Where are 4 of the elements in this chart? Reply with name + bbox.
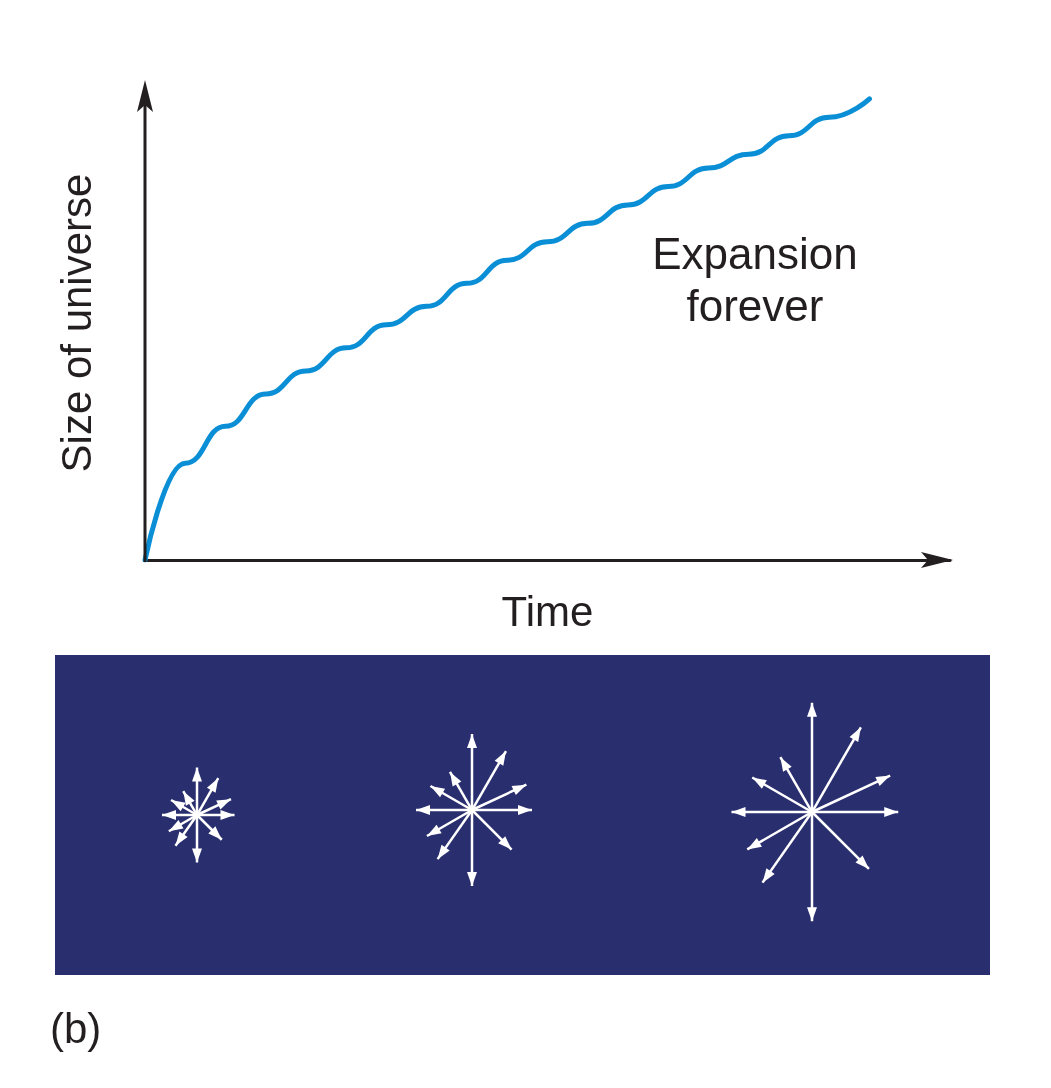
x-axis-title: Time (501, 587, 594, 635)
annotation: Expansion forever (651, 228, 859, 332)
y-axis-title: Size of universe (53, 173, 101, 473)
text: (b) (50, 1005, 102, 1053)
